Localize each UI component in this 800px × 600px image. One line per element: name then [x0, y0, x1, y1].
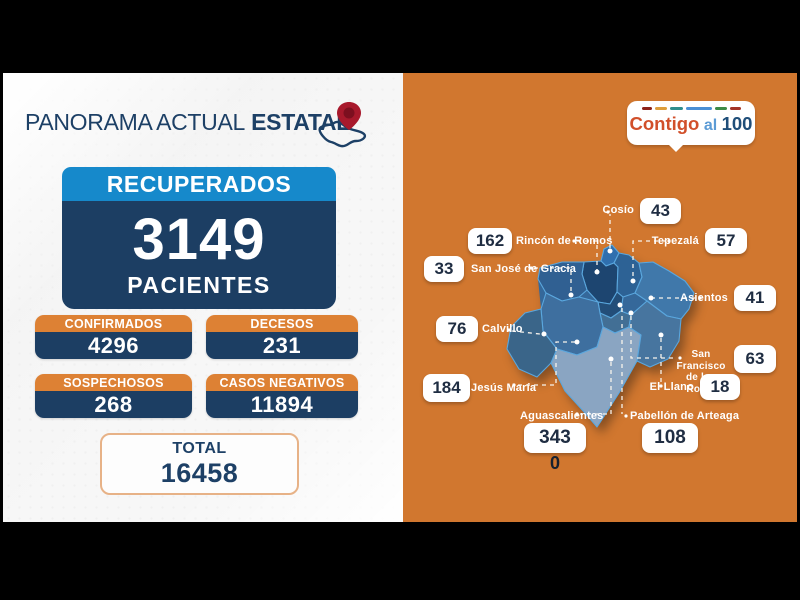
stat-value: 11894 — [206, 391, 358, 418]
municipality-label: Jesús María — [471, 382, 537, 394]
logo-text: Contigo al 100 — [627, 113, 755, 135]
recovered-banner: RECUPERADOS — [62, 167, 336, 201]
total-value: 16458 — [160, 457, 239, 488]
recovered-unit: PACIENTES — [127, 272, 271, 298]
stat-decesos: DECESOS 231 — [206, 315, 358, 359]
municipality-badge: 162 — [468, 228, 512, 254]
stat-label: CONFIRMADOS — [35, 315, 192, 332]
stat-confirmados: CONFIRMADOS 4296 — [35, 315, 192, 359]
municipality-badge: 33 — [424, 256, 464, 282]
municipality-label: El Llano — [649, 381, 694, 393]
page-title: PANORAMA ACTUAL ESTATAL — [25, 109, 350, 136]
leader-lines — [511, 214, 697, 415]
aguascalientes-extra-zero: 0 — [549, 453, 560, 473]
title-regular: PANORAMA ACTUAL — [25, 109, 246, 135]
municipality-badge: 43 — [640, 198, 681, 224]
municipality-badge: 41 — [734, 285, 776, 311]
municipality-label: Asientos — [679, 292, 728, 304]
stat-casos-negativos: CASOS NEGATIVOS 11894 — [206, 374, 358, 418]
contigo-al-100-logo: Contigo al 100 — [627, 101, 755, 152]
municipality-badge: 76 — [436, 316, 478, 342]
muni-el-llano — [628, 300, 682, 368]
municipality-label: San José de Gracia — [471, 263, 577, 275]
recovered-value: 3149 — [132, 207, 266, 272]
muni-calvillo — [506, 308, 558, 378]
stat-label: CASOS NEGATIVOS — [206, 374, 358, 391]
stat-label: DECESOS — [206, 315, 358, 332]
muni-san-jose-de-gracia — [537, 261, 588, 302]
mexico-map-pin-icon — [318, 102, 367, 148]
municipality-dots — [507, 210, 702, 418]
stat-value: 268 — [35, 391, 192, 418]
municipality-badge: 184 — [423, 374, 470, 402]
municipality-label: Rincón de Romos — [516, 235, 613, 247]
municipality-label: Calvillo — [482, 323, 523, 335]
state-stats-panel: PANORAMA ACTUAL ESTATAL RECUPERADOS 3149… — [3, 73, 403, 522]
municipality-label: Aguascalientes — [520, 410, 604, 422]
aguascalientes-map — [506, 210, 702, 428]
logo-word-contigo: Contigo — [629, 113, 700, 134]
municipality-label: Cosío — [602, 204, 634, 216]
muni-asientos — [634, 261, 695, 320]
municipal-map-panel: Contigo al 100 — [403, 73, 797, 522]
municipality-label: Pabellón de Arteaga — [630, 410, 740, 422]
logo-word-100: 100 — [721, 113, 753, 134]
stat-sospechosos: SOSPECHOSOS 268 — [35, 374, 192, 418]
municipality-badge: 57 — [705, 228, 747, 254]
recovered-box: 3149 PACIENTES — [62, 201, 336, 309]
municipality-badge: 343 — [524, 423, 586, 453]
stat-value: 231 — [206, 332, 358, 359]
location-pin — [337, 102, 361, 130]
logo-dashes-icon — [627, 107, 755, 110]
municipality-badge: 108 — [642, 423, 698, 453]
stat-value: 4296 — [35, 332, 192, 359]
total-box: TOTAL 16458 — [100, 433, 299, 495]
municipality-badge: 63 — [734, 345, 776, 373]
municipality-label: Tepezalá — [651, 235, 699, 247]
stat-label: SOSPECHOSOS — [35, 374, 192, 391]
logo-word-al: al — [699, 117, 722, 134]
muni-aguascalientes — [550, 326, 642, 428]
total-label: TOTAL — [172, 439, 227, 457]
municipality-badge: 18 — [700, 374, 740, 400]
